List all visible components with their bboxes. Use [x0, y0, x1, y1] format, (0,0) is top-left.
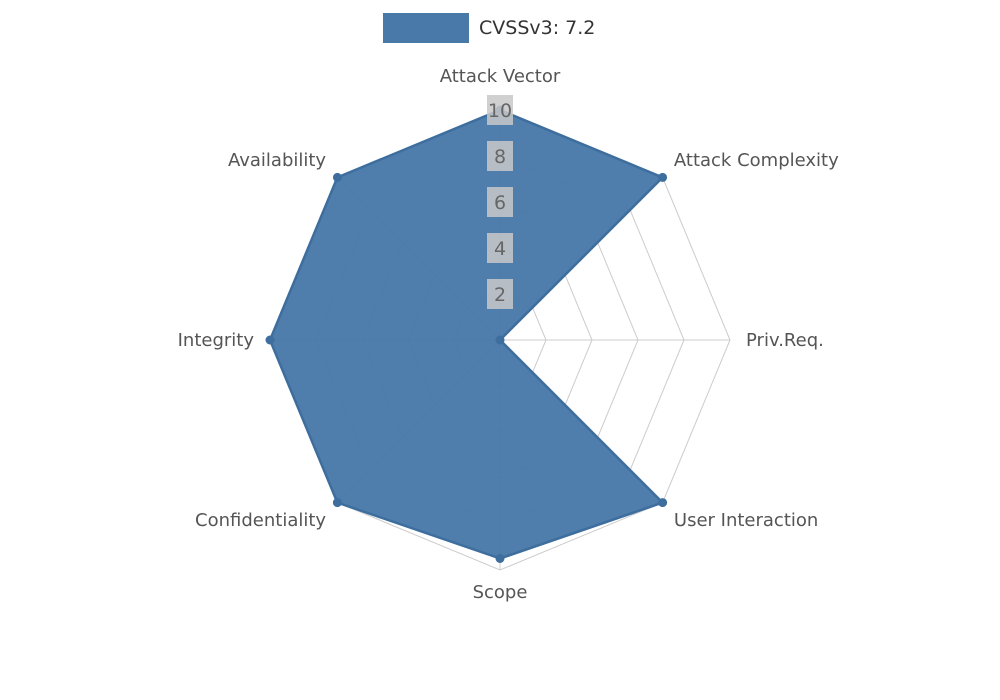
axis-label: Scope [473, 582, 528, 603]
tick-label-bg [487, 95, 513, 125]
tick-label-bg [487, 187, 513, 217]
chart-legend: CVSSv3: 7.2 [383, 13, 595, 43]
tick-label-bg [487, 279, 513, 309]
axis-label: Availability [228, 150, 326, 171]
data-point-marker [658, 498, 668, 508]
tick-label: 6 [494, 192, 506, 214]
data-point-marker [332, 172, 342, 182]
data-point-marker [495, 335, 505, 345]
tick-label: 8 [494, 146, 506, 168]
radar-series-polygon [268, 108, 664, 560]
data-point-marker [265, 335, 275, 345]
axis-label: Integrity [178, 330, 255, 351]
legend-swatch [383, 13, 469, 43]
data-point-marker [332, 498, 342, 508]
tick-label: 4 [494, 238, 506, 260]
data-point-marker [658, 172, 668, 182]
data-point-marker [495, 554, 505, 563]
legend-label: CVSSv3: 7.2 [479, 17, 596, 39]
axis-label: Attack Vector [440, 66, 561, 87]
axis-label: Confidentiality [195, 510, 326, 531]
tick-label: 10 [488, 100, 512, 122]
tick-label-bg [487, 141, 513, 171]
axis-label: Priv.Req. [746, 330, 824, 351]
tick-label: 2 [494, 284, 506, 306]
axis-label: Attack Complexity [674, 150, 839, 171]
axis-label: User Interaction [674, 510, 818, 531]
tick-label-bg [487, 233, 513, 263]
